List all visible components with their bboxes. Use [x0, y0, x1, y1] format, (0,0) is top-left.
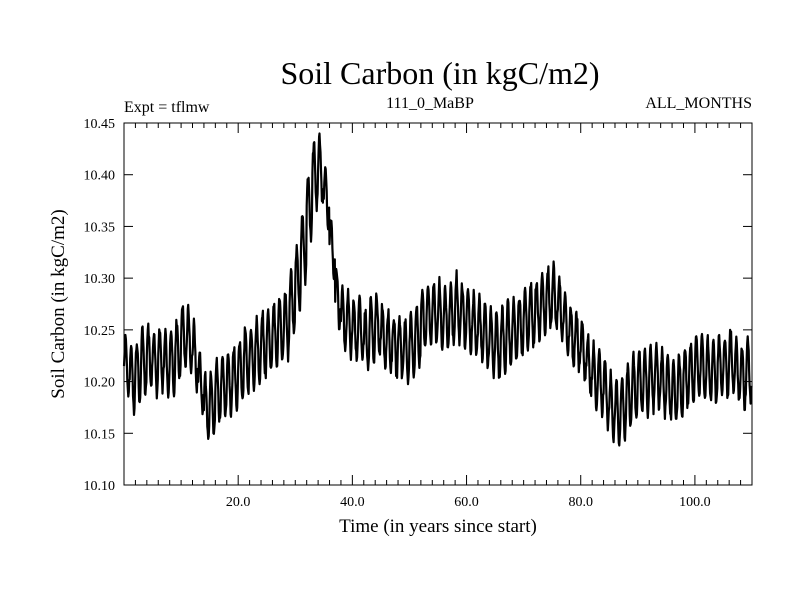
x-tick-label: 20.0: [226, 495, 251, 510]
x-axis-label: Time (in years since start): [339, 516, 537, 537]
x-tick-label: 100.0: [679, 495, 711, 510]
x-tick-label: 80.0: [568, 495, 593, 510]
plot-frame: [123, 122, 753, 486]
series-line-soil-carbon: [122, 132, 753, 447]
y-tick-label: 10.15: [84, 427, 116, 442]
x-axis-ticks: 20.0 40.0 60.0 80.0 100.0: [134, 123, 742, 510]
y-tick-label: 10.20: [84, 376, 116, 391]
y-tick-label: 10.35: [84, 220, 116, 235]
y-tick-label: 10.40: [84, 169, 116, 184]
period-label: 111_0_MaBP: [386, 95, 474, 112]
y-tick-label: 10.45: [84, 117, 116, 132]
experiment-label: Expt = tflmw: [124, 99, 210, 116]
chart-title: Soil Carbon (in kgC/m2): [280, 55, 599, 91]
y-axis-ticks: 10.10 10.15 10.20 10.25 10.30 10.35 10.40 10.45: [84, 117, 752, 494]
y-tick-label: 10.30: [84, 272, 116, 287]
y-tick-label: 10.25: [84, 324, 116, 339]
x-tick-label: 60.0: [454, 495, 479, 510]
x-tick-label: 40.0: [340, 495, 365, 510]
y-axis-label: Soil Carbon (in kgC/m2): [48, 209, 69, 398]
y-tick-label: 10.10: [84, 479, 116, 494]
months-label: ALL_MONTHS: [645, 95, 752, 112]
